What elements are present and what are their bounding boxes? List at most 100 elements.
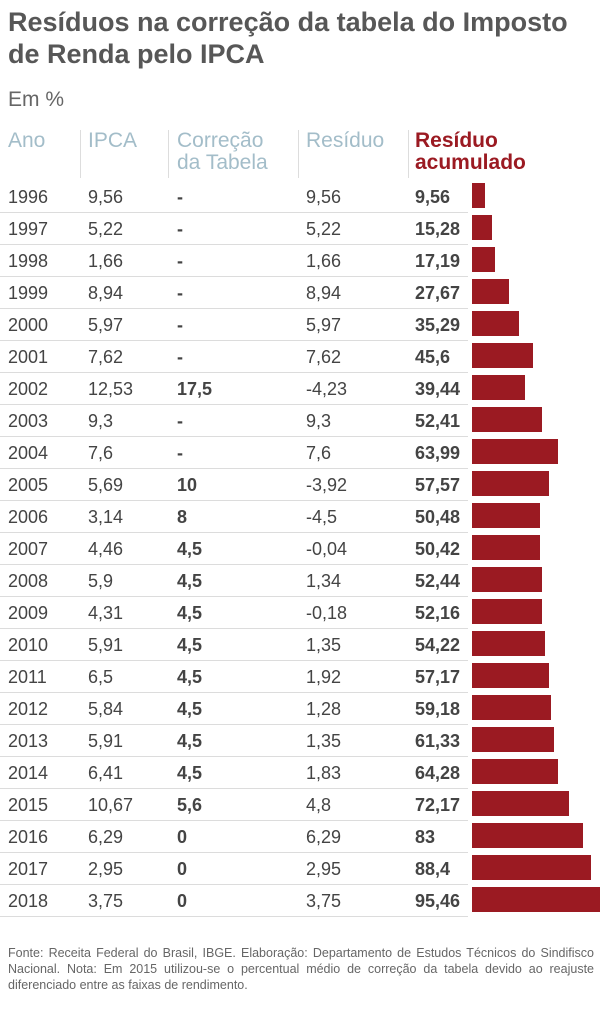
- bar-residuo-acumulado: [472, 631, 545, 656]
- row-divider: [0, 788, 468, 789]
- cell-acumulado: 50,48: [415, 507, 461, 527]
- table-row: 2009 4,31 4,5 -0,18 52,16: [0, 597, 600, 629]
- row-divider: [0, 404, 468, 405]
- cell-correcao: 0: [177, 859, 188, 879]
- cell-ipca: 5,97: [88, 315, 124, 335]
- cell-ipca: 10,67: [88, 795, 134, 815]
- cell-residuo: 7,6: [306, 443, 332, 463]
- table-row: 2012 5,84 4,5 1,28 59,18: [0, 693, 600, 725]
- row-divider: [0, 500, 468, 501]
- cell-correcao: -: [177, 187, 183, 207]
- cell-ano: 2015: [8, 795, 49, 815]
- cell-residuo: 9,56: [306, 187, 342, 207]
- header-residuo: Resíduo: [306, 129, 385, 152]
- cell-acumulado: 57,17: [415, 667, 461, 687]
- cell-acumulado: 9,56: [415, 187, 451, 207]
- cell-correcao: 4,5: [177, 667, 203, 687]
- cell-acumulado: 57,57: [415, 475, 461, 495]
- cell-ipca: 5,22: [88, 219, 124, 239]
- cell-residuo: 1,35: [306, 731, 342, 751]
- bar-residuo-acumulado: [472, 823, 583, 848]
- table-row: 2015 10,67 5,6 4,8 72,17: [0, 789, 600, 821]
- cell-correcao: 4,5: [177, 635, 203, 655]
- cell-correcao: -: [177, 443, 183, 463]
- cell-residuo: -3,92: [306, 475, 348, 495]
- cell-ipca: 6,41: [88, 763, 124, 783]
- cell-ano: 2017: [8, 859, 49, 879]
- cell-correcao: 4,5: [177, 603, 203, 623]
- cell-correcao: 4,5: [177, 539, 203, 559]
- cell-ano: 2000: [8, 315, 49, 335]
- cell-ano: 2013: [8, 731, 49, 751]
- table-row: 2016 6,29 0 6,29 83: [0, 821, 600, 853]
- cell-residuo: 6,29: [306, 827, 342, 847]
- header-divider: [80, 130, 81, 178]
- cell-residuo: -4,23: [306, 379, 348, 399]
- cell-correcao: -: [177, 347, 183, 367]
- table-row: 2011 6,5 4,5 1,92 57,17: [0, 661, 600, 693]
- table-row: 2006 3,14 8 -4,5 50,48: [0, 501, 600, 533]
- cell-ano: 1999: [8, 283, 49, 303]
- cell-residuo: 1,28: [306, 699, 342, 719]
- cell-ano: 2014: [8, 763, 49, 783]
- cell-residuo: 1,66: [306, 251, 342, 271]
- cell-acumulado: 95,46: [415, 891, 461, 911]
- cell-residuo: 3,75: [306, 891, 342, 911]
- cell-residuo: 5,22: [306, 219, 342, 239]
- table-row: 2013 5,91 4,5 1,35 61,33: [0, 725, 600, 757]
- cell-ano: 1996: [8, 187, 49, 207]
- header-correcao-line2: da Tabela: [177, 151, 268, 174]
- header-correcao: Correção da Tabela: [177, 130, 268, 174]
- row-divider: [0, 852, 468, 853]
- row-divider: [0, 660, 468, 661]
- cell-correcao: 4,5: [177, 699, 203, 719]
- bar-residuo-acumulado: [472, 887, 600, 912]
- cell-ipca: 7,62: [88, 347, 124, 367]
- cell-ano: 2009: [8, 603, 49, 623]
- cell-ano: 2018: [8, 891, 49, 911]
- cell-residuo: 5,97: [306, 315, 342, 335]
- bar-residuo-acumulado: [472, 759, 558, 784]
- row-divider: [0, 916, 468, 917]
- table-row: 2007 4,46 4,5 -0,04 50,42: [0, 533, 600, 565]
- cell-correcao: 10: [177, 475, 198, 495]
- table-row: 2000 5,97 - 5,97 35,29: [0, 309, 600, 341]
- row-divider: [0, 372, 468, 373]
- cell-residuo: 1,83: [306, 763, 342, 783]
- table-row: 2001 7,62 - 7,62 45,6: [0, 341, 600, 373]
- cell-acumulado: 61,33: [415, 731, 461, 751]
- cell-residuo: 2,95: [306, 859, 342, 879]
- table-row: 2003 9,3 - 9,3 52,41: [0, 405, 600, 437]
- header-ipca: IPCA: [88, 129, 138, 152]
- cell-correcao: -: [177, 315, 183, 335]
- table-row: 2017 2,95 0 2,95 88,4: [0, 853, 600, 885]
- row-divider: [0, 212, 468, 213]
- row-divider: [0, 884, 468, 885]
- table-row: 1997 5,22 - 5,22 15,28: [0, 213, 600, 245]
- chart-subtitle: Em %: [8, 88, 65, 111]
- cell-ano: 2008: [8, 571, 49, 591]
- cell-acumulado: 52,16: [415, 603, 461, 623]
- cell-ipca: 3,14: [88, 507, 124, 527]
- header-acumulado: Resíduo acumulado: [415, 130, 526, 174]
- cell-acumulado: 83: [415, 827, 436, 847]
- cell-acumulado: 15,28: [415, 219, 461, 239]
- row-divider: [0, 628, 468, 629]
- cell-ipca: 2,95: [88, 859, 124, 879]
- cell-correcao: -: [177, 251, 183, 271]
- bar-residuo-acumulado: [472, 279, 509, 304]
- bar-residuo-acumulado: [472, 567, 542, 592]
- bar-residuo-acumulado: [472, 471, 549, 496]
- cell-acumulado: 39,44: [415, 379, 461, 399]
- cell-residuo: 7,62: [306, 347, 342, 367]
- header-divider: [408, 130, 409, 178]
- cell-ipca: 4,31: [88, 603, 124, 623]
- cell-acumulado: 63,99: [415, 443, 461, 463]
- cell-ipca: 6,29: [88, 827, 124, 847]
- cell-acumulado: 50,42: [415, 539, 461, 559]
- cell-correcao: 8: [177, 507, 188, 527]
- cell-correcao: -: [177, 283, 183, 303]
- cell-acumulado: 27,67: [415, 283, 461, 303]
- cell-ipca: 5,91: [88, 635, 124, 655]
- row-divider: [0, 276, 468, 277]
